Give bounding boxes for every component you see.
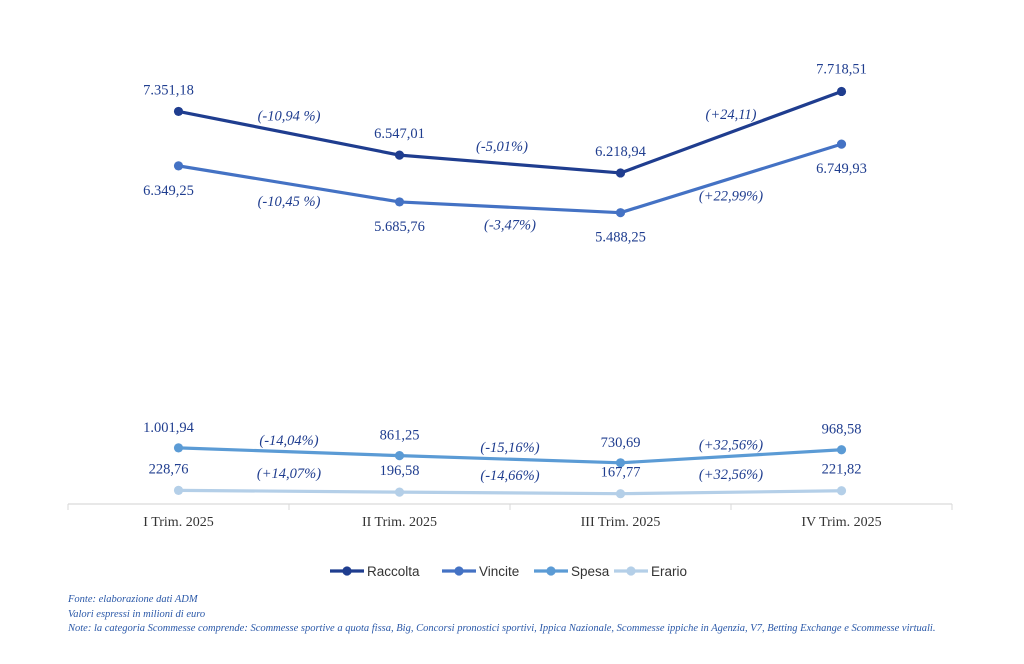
change-label-erario: (-14,66%): [480, 468, 539, 484]
legend-marker-spesa: [546, 566, 556, 576]
value-label-spesa: 968,58: [822, 422, 862, 438]
data-point-spesa: [394, 451, 405, 461]
change-label-raccolta: (-10,94 %): [258, 108, 321, 124]
x-tick-label: IV Trim. 2025: [801, 515, 881, 530]
data-point-raccolta: [615, 168, 626, 178]
change-label-vincite: (+22,99%): [699, 188, 763, 204]
data-point-spesa: [836, 445, 847, 455]
legend-marker-erario: [626, 566, 636, 576]
change-label-vincite: (-3,47%): [484, 217, 536, 233]
value-label-erario: 196,58: [380, 463, 420, 479]
change-label-vincite: (-10,45 %): [258, 194, 321, 210]
categories-note: Note: la categoria Scommesse comprende: …: [68, 623, 936, 635]
series-line-vincite: [176, 142, 844, 215]
value-label-raccolta: 7.718,51: [816, 61, 867, 77]
legend-marker-raccolta: [342, 566, 352, 576]
data-point-raccolta: [836, 86, 847, 97]
value-label-spesa: 730,69: [601, 435, 641, 451]
x-tick-label: I Trim. 2025: [143, 515, 213, 530]
value-label-vincite: 6.749,93: [816, 161, 867, 177]
value-label-erario: 228,76: [149, 461, 189, 477]
value-label-spesa: 861,25: [380, 428, 420, 444]
line-chart: I Trim. 2025 II Trim. 2025 III Trim. 2025 I…: [67, 61, 953, 579]
data-point-erario: [173, 485, 184, 495]
value-label-erario: 167,77: [601, 465, 641, 481]
value-label-vincite: 6.349,25: [143, 183, 194, 199]
legend-label-erario: Erario: [651, 564, 687, 579]
change-label-spesa: (-15,16%): [480, 440, 539, 456]
series-line-erario: [176, 488, 844, 496]
legend-label-vincite: Vincite: [479, 564, 519, 579]
change-label-spesa: (-14,04%): [259, 433, 318, 449]
value-label-erario: 221,82: [822, 462, 862, 478]
value-label-vincite: 5.685,76: [374, 219, 425, 235]
source-note: Fonte: elaborazione dati ADM: [68, 594, 198, 605]
data-point-raccolta: [394, 150, 405, 160]
legend-marker-vincite: [454, 566, 464, 576]
change-label-raccolta: (-5,01%): [476, 139, 528, 155]
data-point-erario: [615, 489, 626, 499]
data-point-spesa: [173, 443, 184, 453]
data-point-vincite: [836, 139, 847, 149]
value-label-raccolta: 6.218,94: [595, 144, 647, 160]
data-point-vincite: [394, 197, 405, 207]
chart-notes: Fonte: elaborazione dati ADM Valori espr…: [68, 593, 968, 637]
data-point-vincite: [615, 208, 626, 218]
value-label-spesa: 1.001,94: [143, 420, 195, 436]
data-point-spesa: [615, 458, 626, 468]
data-point-vincite: [173, 161, 184, 171]
units-note: Valori espressi in milioni di euro: [68, 608, 206, 620]
value-label-raccolta: 7.351,18: [143, 82, 194, 98]
series-line-spesa: [176, 446, 844, 465]
data-point-erario: [394, 487, 405, 497]
legend-label-spesa: Spesa: [571, 564, 610, 579]
x-tick-label: III Trim. 2025: [581, 515, 661, 530]
change-label-raccolta: (+24,11): [706, 107, 757, 123]
value-label-raccolta: 6.547,01: [374, 126, 425, 142]
change-label-erario: (+14,07%): [257, 466, 321, 482]
value-label-vincite: 5.488,25: [595, 230, 646, 246]
series-line-raccolta: [176, 89, 844, 175]
legend-label-raccolta: Raccolta: [367, 564, 420, 579]
x-tick-label: II Trim. 2025: [362, 515, 437, 530]
data-point-erario: [836, 486, 847, 496]
data-point-raccolta: [173, 106, 184, 117]
change-label-spesa: (+32,56%): [699, 437, 763, 453]
change-label-erario: (+32,56%): [699, 467, 763, 483]
